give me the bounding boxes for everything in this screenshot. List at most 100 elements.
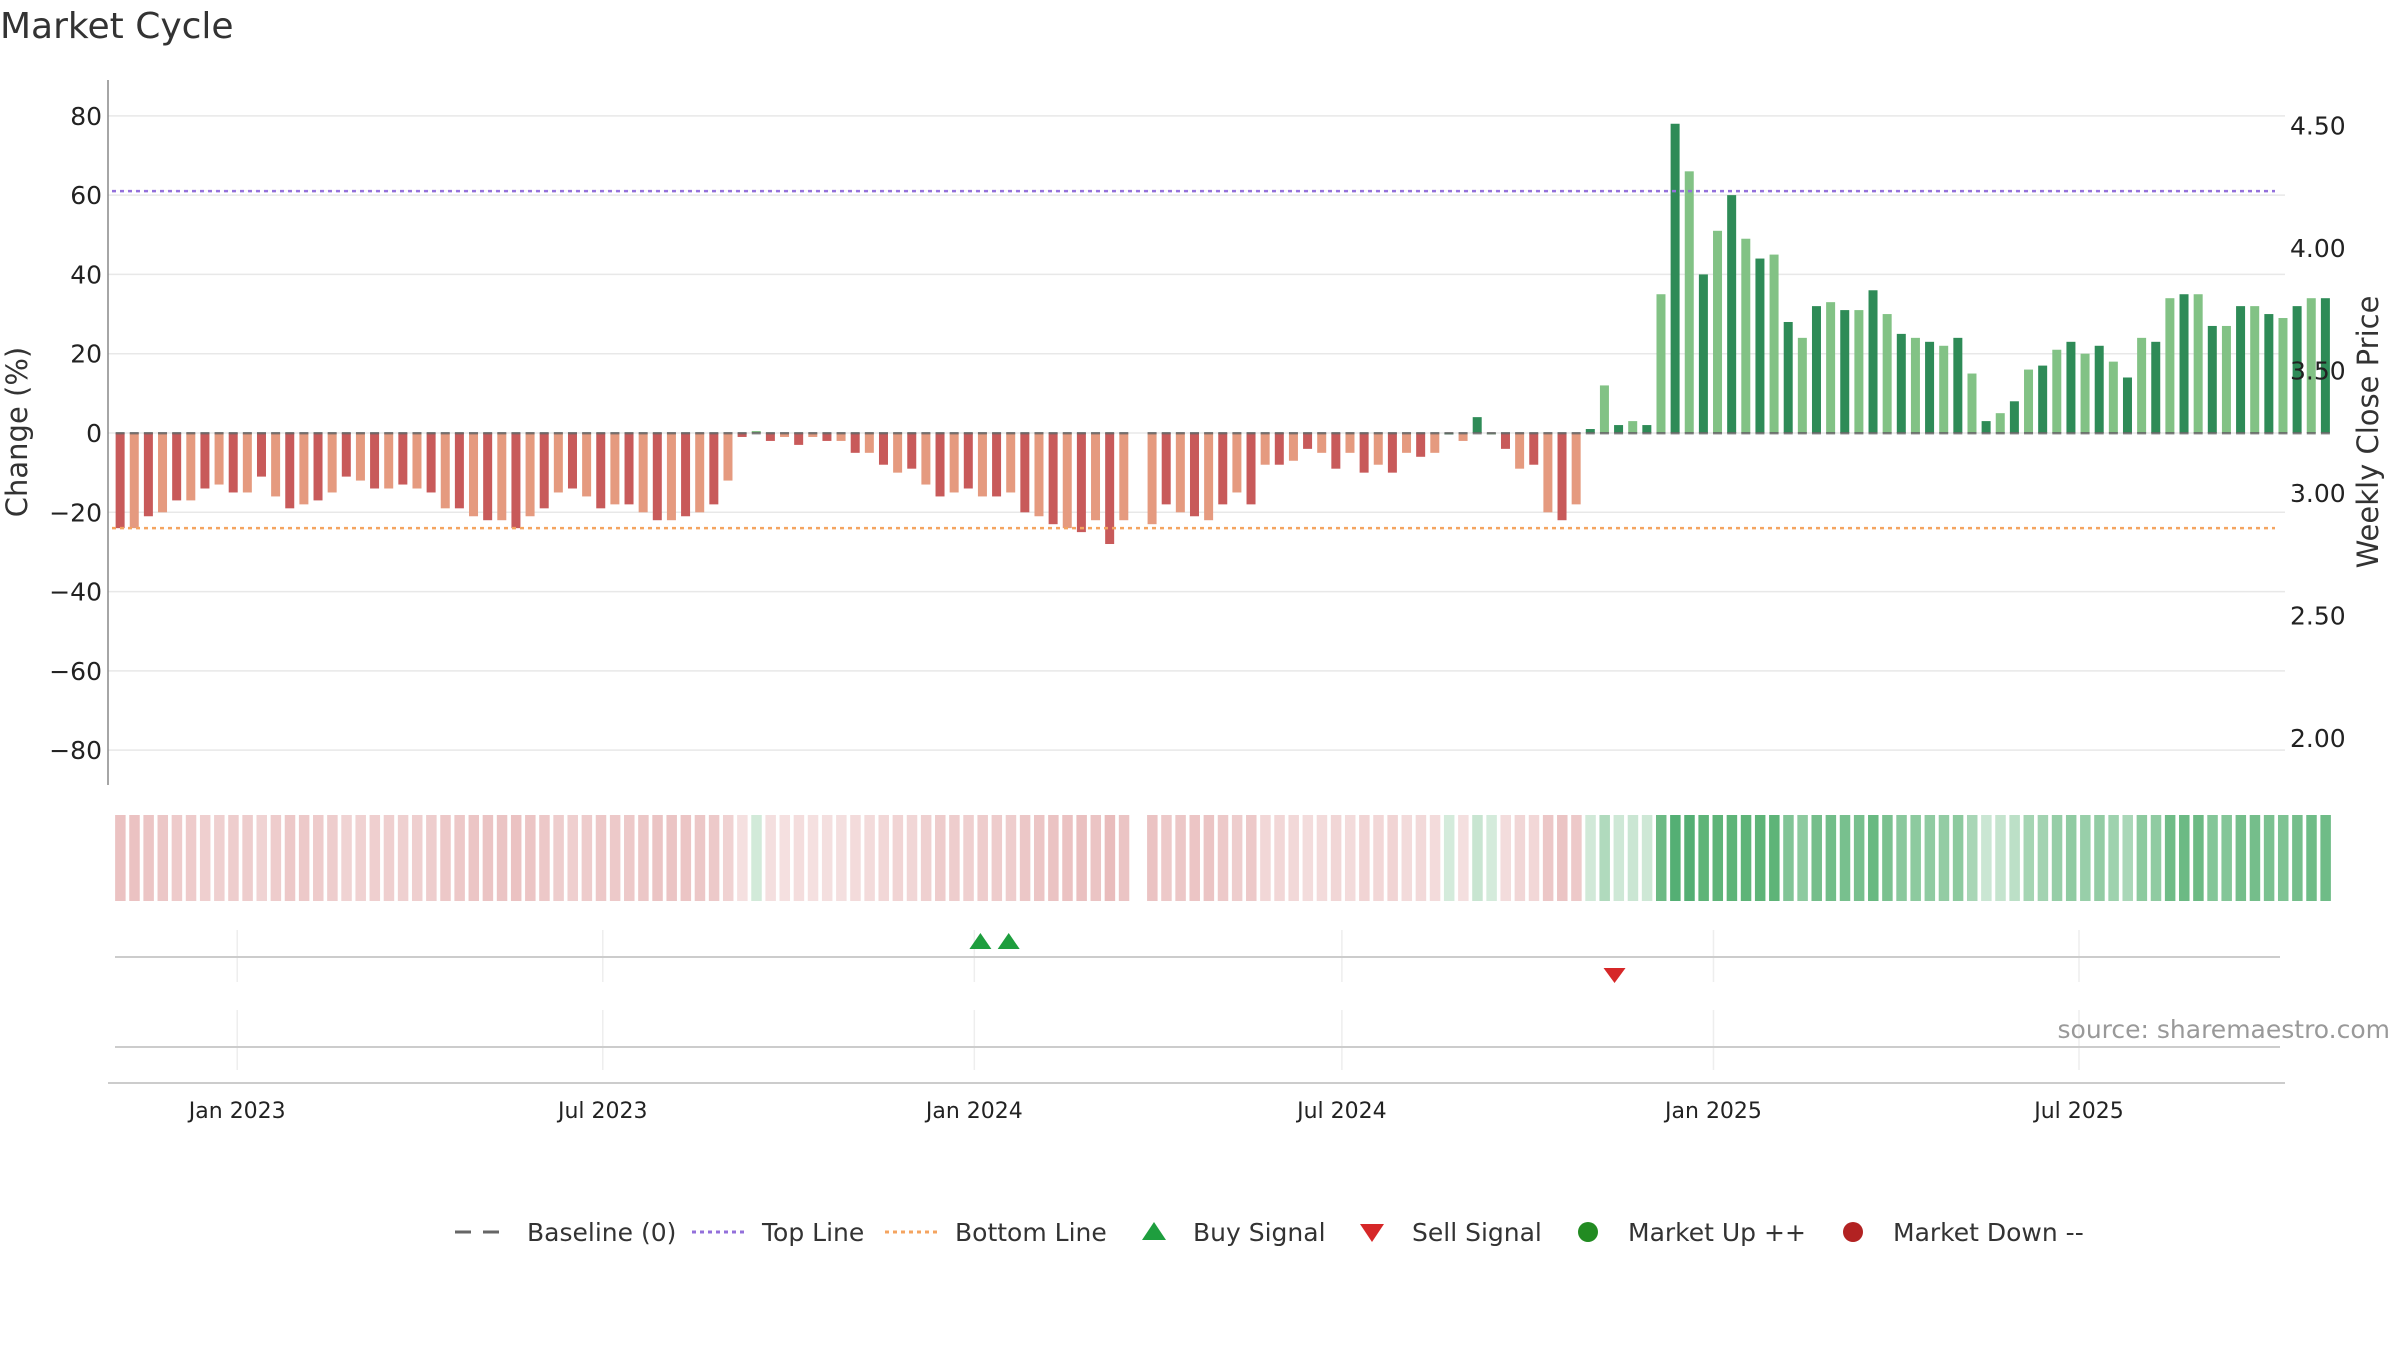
baseline-tick <box>299 432 309 435</box>
baseline-tick <box>1034 432 1044 435</box>
band-cell <box>1076 815 1087 901</box>
band-cell <box>1670 815 1681 901</box>
band-cell <box>157 815 169 901</box>
baseline-tick <box>2122 432 2132 435</box>
band-cell <box>1316 815 1328 901</box>
baseline-tick <box>638 432 648 435</box>
bar <box>808 433 818 437</box>
bar <box>511 433 521 529</box>
band-cell <box>1387 815 1398 901</box>
bar <box>1684 171 1694 433</box>
band-cell <box>2235 815 2247 901</box>
baseline-tick <box>2080 432 2090 435</box>
baseline-tick <box>1189 432 1199 435</box>
bar <box>2094 345 2104 433</box>
baseline-tick <box>695 432 705 435</box>
bar <box>2122 377 2132 433</box>
bar <box>440 433 450 509</box>
baseline-tick <box>1274 432 1284 435</box>
baseline-tick <box>977 432 987 435</box>
bar <box>1967 373 1977 433</box>
bar <box>2264 314 2274 433</box>
baseline-tick <box>567 432 577 435</box>
bar <box>624 433 634 505</box>
bar <box>2151 341 2161 433</box>
baseline-tick <box>1500 432 1510 435</box>
band-cell <box>1952 815 1964 901</box>
market-up-legend-icon <box>1578 1222 1598 1242</box>
baseline-tick <box>893 432 903 435</box>
baseline-tick <box>2151 432 2161 435</box>
band-cell <box>1203 815 1215 901</box>
bar <box>582 433 592 497</box>
baseline-tick <box>511 432 521 435</box>
bar <box>2207 325 2217 433</box>
bar <box>878 433 888 465</box>
y2-tick-label: 2.50 <box>2290 602 2346 631</box>
baseline-tick <box>469 432 479 435</box>
baseline-tick <box>398 432 408 435</box>
band-cell <box>694 815 706 901</box>
band-cell <box>440 815 451 901</box>
baseline-tick <box>483 432 493 435</box>
baseline-tick <box>1175 432 1185 435</box>
baseline-tick <box>1288 432 1298 435</box>
bar <box>794 433 804 445</box>
band-cell <box>199 815 211 901</box>
y2-axis-label: Weekly Close Price <box>2351 296 2385 569</box>
x-tick-label: Jul 2025 <box>2032 1099 2124 1124</box>
bar <box>1062 433 1072 529</box>
band-cell <box>920 815 932 901</box>
baseline-tick <box>1387 432 1397 435</box>
bar <box>2009 401 2019 433</box>
bar <box>567 433 577 489</box>
band-cell <box>1472 815 1483 901</box>
bar <box>285 433 295 509</box>
y-tick-label: −80 <box>49 736 102 765</box>
band-cell <box>1274 815 1285 901</box>
baseline-tick <box>115 432 125 435</box>
band-cell <box>1288 815 1299 901</box>
baseline-tick <box>1062 432 1072 435</box>
band-cell <box>1938 815 1950 901</box>
bar <box>1204 433 1214 521</box>
baseline-tick <box>539 432 549 435</box>
baseline-tick <box>2108 432 2118 435</box>
band-cell <box>214 815 225 901</box>
band-cell <box>1754 815 1766 901</box>
bar <box>2292 306 2302 433</box>
baseline-tick <box>808 432 818 435</box>
band-cell <box>2249 815 2261 901</box>
band-cell <box>2009 815 2020 901</box>
baseline-tick <box>1260 432 1270 435</box>
bar <box>1599 385 1609 433</box>
bar <box>2052 349 2062 433</box>
baseline-tick <box>1896 432 1906 435</box>
band-cell <box>539 815 550 901</box>
baseline-tick <box>355 432 365 435</box>
legend-label: Market Up ++ <box>1628 1218 1806 1247</box>
bar <box>299 433 309 505</box>
baseline-tick <box>454 432 464 435</box>
bar <box>666 433 676 521</box>
bar <box>186 433 196 501</box>
band-cell <box>836 815 847 901</box>
bar <box>2221 325 2231 433</box>
band-cell <box>1655 815 1667 901</box>
bar <box>963 433 973 489</box>
bar <box>1288 433 1298 461</box>
bar <box>1571 433 1581 505</box>
bar <box>1698 274 1708 433</box>
baseline-tick <box>2306 432 2316 435</box>
band-cell <box>1161 815 1172 901</box>
bar <box>1953 337 1963 433</box>
band-cell <box>454 815 465 901</box>
bar <box>1896 333 1906 433</box>
legend-label: Top Line <box>761 1218 864 1247</box>
band-cell <box>171 815 183 901</box>
band-cell <box>2164 815 2176 901</box>
band-cell <box>722 815 734 901</box>
bar <box>1783 321 1793 433</box>
baseline-tick <box>1444 432 1454 435</box>
baseline-tick <box>412 432 422 435</box>
